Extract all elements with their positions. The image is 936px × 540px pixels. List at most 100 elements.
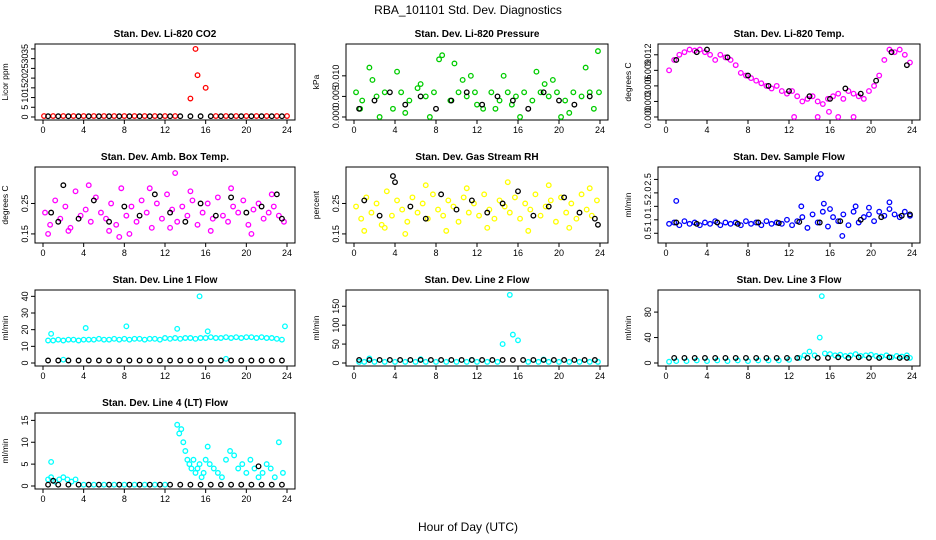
data-point [529, 97, 536, 104]
data-point [903, 62, 910, 69]
data-point [786, 88, 792, 95]
data-point [499, 357, 506, 363]
data-point [65, 336, 72, 343]
x-tick-label: 8 [433, 125, 438, 135]
data-point [75, 481, 82, 488]
x-tick-label: 4 [704, 371, 709, 381]
data-point [238, 357, 245, 364]
data-point [596, 89, 602, 96]
data-point [743, 218, 749, 225]
data-point [126, 113, 133, 120]
data-point [162, 335, 168, 341]
data-point [871, 218, 878, 225]
x-tick-label: 24 [282, 494, 292, 504]
data-point [82, 206, 89, 213]
data-point [745, 72, 751, 79]
data-point [103, 215, 109, 222]
data-point [586, 358, 593, 365]
y-tick-label: 2.5 [643, 173, 653, 186]
x-tick-label: 8 [745, 125, 750, 135]
data-point [545, 93, 552, 100]
data-point [417, 357, 424, 363]
data-point [353, 89, 359, 96]
data-point [903, 354, 910, 361]
data-point [852, 203, 859, 210]
data-point [399, 206, 406, 213]
data-point [481, 191, 488, 198]
data-point [366, 64, 373, 71]
data-point [55, 481, 62, 488]
data-point [45, 230, 52, 237]
data-point [866, 354, 872, 361]
data-point [765, 82, 772, 89]
data-point [712, 57, 719, 63]
data-point [228, 357, 235, 364]
data-point [65, 357, 72, 364]
data-point [178, 426, 185, 433]
data-point [392, 358, 398, 365]
data-point [45, 357, 52, 364]
panel-2: Stan. Dev. Li-820 Pressure kPa 0 4 8 12 16 20 24… [311, 29, 609, 135]
data-point [197, 113, 204, 120]
data-point [796, 354, 803, 361]
data-point [42, 209, 48, 216]
data-point [136, 481, 143, 488]
data-point [217, 357, 224, 364]
x-tick-label: 16 [201, 371, 211, 381]
data-point [278, 481, 285, 488]
data-point [561, 357, 568, 363]
data-point [842, 85, 849, 92]
data-point [238, 481, 245, 488]
data-point [474, 101, 480, 108]
series-reference [45, 357, 285, 364]
data-point [65, 481, 72, 488]
data-point [361, 358, 368, 365]
data-point [852, 351, 859, 358]
panel-title: Stan. Dev. Li-820 CO2 [114, 29, 217, 40]
series-reference [356, 89, 593, 112]
data-point [532, 191, 539, 198]
data-point [556, 358, 562, 365]
data-point [489, 357, 496, 363]
data-point [753, 219, 760, 226]
data-point [509, 331, 516, 338]
panel-6: Stan. Dev. Sample Flow ml/min 0 4 8 12 16 20 24 0… [623, 152, 921, 258]
data-point [238, 335, 245, 341]
data-point [463, 89, 470, 96]
data-point [268, 481, 275, 488]
data-point [228, 194, 235, 201]
data-point [517, 114, 523, 120]
data-point [55, 113, 62, 120]
data-point [85, 336, 92, 343]
data-point [188, 465, 195, 472]
data-point [258, 357, 265, 364]
data-point [131, 335, 138, 342]
data-point [146, 185, 153, 192]
series-main [45, 421, 286, 488]
data-point [156, 113, 163, 120]
y-tick-label: 0 [331, 360, 341, 365]
data-point [187, 481, 194, 488]
data-point [814, 354, 821, 361]
y-tick-label: 0 [20, 114, 30, 119]
series-main [666, 293, 913, 365]
x-tick-label: 4 [392, 371, 397, 381]
data-point [582, 64, 589, 71]
data-point [907, 354, 913, 361]
data-point [794, 93, 801, 100]
data-point [248, 230, 255, 237]
data-point [809, 93, 816, 100]
data-point [540, 89, 547, 96]
data-point [48, 209, 55, 216]
data-point [97, 209, 104, 216]
data-point [116, 113, 123, 120]
panel-title: Stan. Dev. Line 1 Flow [113, 275, 218, 286]
data-point [271, 474, 278, 481]
data-point [799, 214, 806, 221]
data-point [484, 224, 491, 231]
panel-10: Stan. Dev. Line 4 (LT) Flow ml/min 0 4 8 12 16… [0, 398, 296, 504]
y-tick-label: 10 [20, 341, 30, 351]
data-point [666, 220, 673, 227]
data-point [113, 221, 120, 228]
